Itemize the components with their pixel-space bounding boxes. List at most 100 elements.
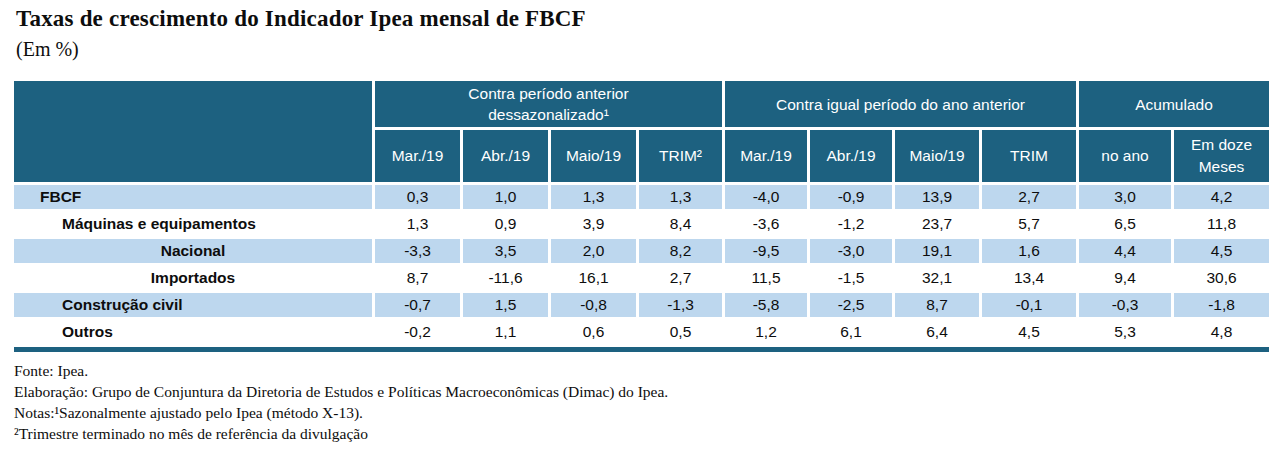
column-header: Mar./19 <box>375 130 460 182</box>
table-cell: -3,3 <box>375 239 460 263</box>
table-row: Outros-0,21,10,60,51,26,16,44,55,34,8 <box>14 320 1269 344</box>
table-cell: 8,2 <box>639 239 722 263</box>
table-cell: 13,9 <box>895 185 979 209</box>
table-cell: 2,7 <box>982 185 1076 209</box>
row-label: Importados <box>14 266 372 290</box>
column-header: Em doze Meses <box>1174 130 1269 182</box>
table-row: FBCF0,31,01,31,3-4,0-0,913,92,73,04,2 <box>14 185 1269 209</box>
column-header: TRIM <box>982 130 1076 182</box>
table-row: Construção civil-0,71,5-0,8-1,3-5,8-2,58… <box>14 293 1269 317</box>
group-header-label: Acumulado <box>1135 96 1213 113</box>
table-cell: 5,3 <box>1079 320 1171 344</box>
table-cell: -11,6 <box>463 266 548 290</box>
table-cell: 4,5 <box>982 320 1076 344</box>
column-header: Abr./19 <box>463 130 548 182</box>
table-cell: -4,0 <box>725 185 807 209</box>
table-cell: 3,5 <box>463 239 548 263</box>
table-cell: 19,1 <box>895 239 979 263</box>
table-cell: 5,7 <box>982 212 1076 236</box>
group-header-accumulated: Acumulado <box>1079 81 1269 127</box>
table-cell: 1,5 <box>463 293 548 317</box>
row-label: Máquinas e equipamentos <box>14 212 372 236</box>
table-cell: -0,8 <box>551 293 636 317</box>
table-cell: 1,0 <box>463 185 548 209</box>
note-line: Fonte: Ipea. <box>14 360 1276 381</box>
table-cell: -0,7 <box>375 293 460 317</box>
note-line: Elaboração: Grupo de Conjuntura da Diret… <box>14 381 1276 402</box>
table-cell: 8,7 <box>375 266 460 290</box>
group-header-year-over-year: Contra igual período do ano anterior <box>725 81 1076 127</box>
table-cell: -2,5 <box>810 293 892 317</box>
group-header-label: Contra período anterior dessazonalizado¹ <box>440 83 658 125</box>
table-cell: 6,5 <box>1079 212 1171 236</box>
table-cell: 2,7 <box>639 266 722 290</box>
table-cell: -1,5 <box>810 266 892 290</box>
row-label: Construção civil <box>14 293 372 317</box>
row-label: Outros <box>14 320 372 344</box>
table-cell: 30,6 <box>1174 266 1269 290</box>
table-cell: 8,4 <box>639 212 722 236</box>
column-header: Abr./19 <box>810 130 892 182</box>
table-cell: 1,2 <box>725 320 807 344</box>
table-cell: 23,7 <box>895 212 979 236</box>
table-bottom-border <box>14 347 1269 352</box>
table-cell: 1,3 <box>639 185 722 209</box>
table-cell: -5,8 <box>725 293 807 317</box>
table-cell: -9,5 <box>725 239 807 263</box>
table-cell: 8,7 <box>895 293 979 317</box>
table-cell: 9,4 <box>1079 266 1171 290</box>
note-line: ²Trimestre terminado no mês de referênci… <box>14 423 1276 444</box>
table-cell: 1,6 <box>982 239 1076 263</box>
table-cell: -3,0 <box>810 239 892 263</box>
table-cell: -1,8 <box>1174 293 1269 317</box>
note-line: Notas:¹Sazonalmente ajustado pelo Ipea (… <box>14 402 1276 423</box>
table-row: Nacional-3,33,52,08,2-9,5-3,019,11,64,44… <box>14 239 1269 263</box>
table-cell: 6,4 <box>895 320 979 344</box>
table-cell: -0,2 <box>375 320 460 344</box>
table-cell: 4,4 <box>1079 239 1171 263</box>
page-subtitle: (Em %) <box>16 36 1276 62</box>
fbcf-growth-table: Contra período anterior dessazonalizado¹… <box>11 78 1272 355</box>
table-cell: -0,3 <box>1079 293 1171 317</box>
table-cell: 13,4 <box>982 266 1076 290</box>
table-row: Importados8,7-11,616,12,711,5-1,532,113,… <box>14 266 1269 290</box>
column-header: Maio/19 <box>551 130 636 182</box>
table-cell: -0,9 <box>810 185 892 209</box>
table-cell: 1,3 <box>375 212 460 236</box>
column-header: Maio/19 <box>895 130 979 182</box>
table-cell: 1,3 <box>551 185 636 209</box>
table-cell: 2,0 <box>551 239 636 263</box>
table-cell: -1,2 <box>810 212 892 236</box>
corner-cell <box>14 81 372 182</box>
table-cell: 16,1 <box>551 266 636 290</box>
row-label: Nacional <box>14 239 372 263</box>
table-cell: 32,1 <box>895 266 979 290</box>
report-page: Taxas de crescimento do Indicador Ipea m… <box>0 0 1276 444</box>
column-header: TRIM² <box>639 130 722 182</box>
table-cell: 11,5 <box>725 266 807 290</box>
group-header-label: Contra igual período do ano anterior <box>776 96 1025 113</box>
footnotes: Fonte: Ipea.Elaboração: Grupo de Conjunt… <box>14 360 1276 444</box>
table-cell: 0,9 <box>463 212 548 236</box>
group-header-row: Contra período anterior dessazonalizado¹… <box>14 81 1269 127</box>
table-cell: 6,1 <box>810 320 892 344</box>
column-header: no ano <box>1079 130 1171 182</box>
table-cell: 4,5 <box>1174 239 1269 263</box>
table-cell: -0,1 <box>982 293 1076 317</box>
table-cell: 11,8 <box>1174 212 1269 236</box>
table-cell: -1,3 <box>639 293 722 317</box>
table-cell: 1,1 <box>463 320 548 344</box>
table-row: Máquinas e equipamentos1,30,93,98,4-3,6-… <box>14 212 1269 236</box>
table-cell: 0,3 <box>375 185 460 209</box>
group-header-seasonally-adjusted: Contra período anterior dessazonalizado¹ <box>375 81 722 127</box>
table-cell: 3,0 <box>1079 185 1171 209</box>
table-cell: 0,6 <box>551 320 636 344</box>
column-header: Mar./19 <box>725 130 807 182</box>
table-cell: 4,8 <box>1174 320 1269 344</box>
page-title: Taxas de crescimento do Indicador Ipea m… <box>16 4 1276 34</box>
table-cell: -3,6 <box>725 212 807 236</box>
row-label: FBCF <box>14 185 372 209</box>
table-cell: 0,5 <box>639 320 722 344</box>
table-cell: 3,9 <box>551 212 636 236</box>
table-bottom-border-row <box>14 347 1269 352</box>
